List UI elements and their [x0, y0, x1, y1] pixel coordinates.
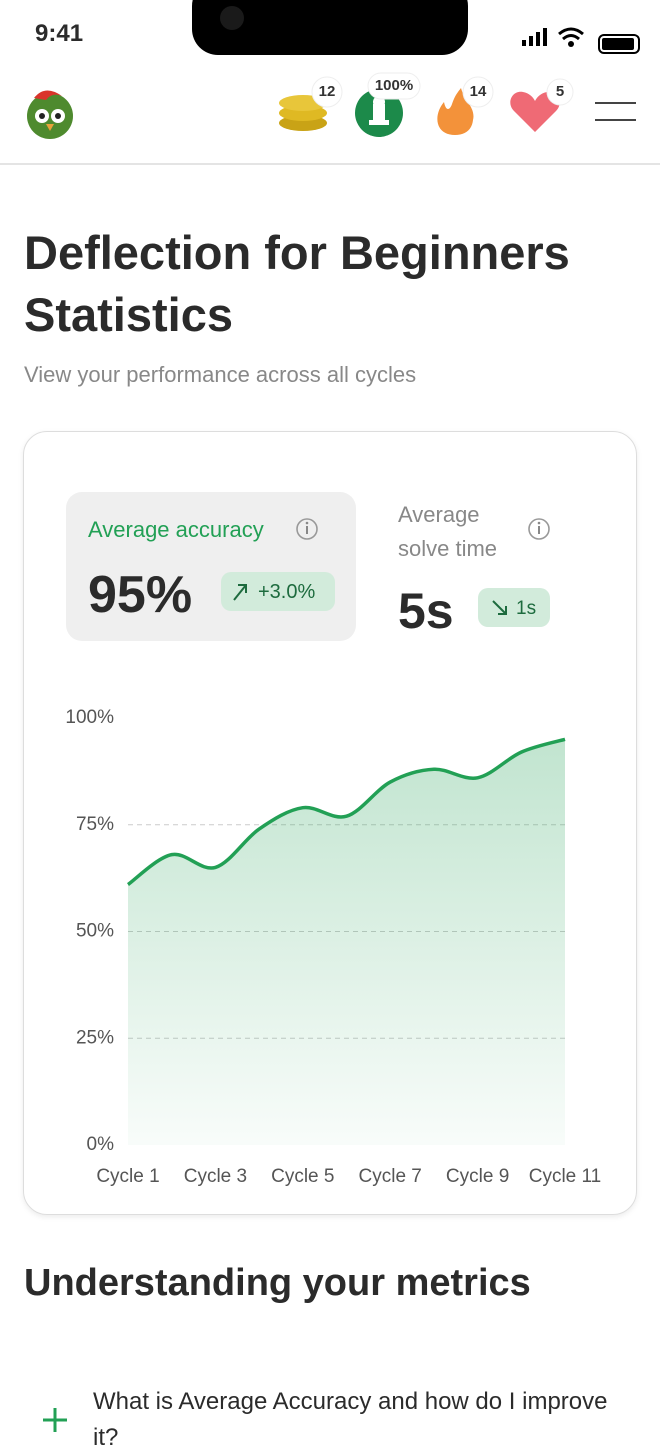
info-icons[interactable] [296, 518, 550, 540]
badge-count: 14 [470, 83, 487, 100]
page-subtitle: View your performance across all cycles [24, 362, 417, 387]
accuracy-box [66, 492, 356, 641]
menu-icon[interactable] [595, 102, 636, 121]
area [128, 739, 565, 1145]
page-title: Deflection for Beginners Statistics [24, 226, 570, 341]
y-tick-label: 0% [87, 1134, 115, 1155]
trend-arrows [233, 584, 507, 615]
change-value: 1s [516, 598, 537, 619]
y-tick-label: 100% [65, 707, 114, 728]
stat-value: 5s [398, 583, 454, 639]
battery-icon [598, 34, 640, 54]
badge [367, 72, 421, 100]
notch [192, 0, 468, 55]
badge [462, 76, 494, 108]
stat-label: Average accuracy [88, 517, 264, 542]
x-tick-label: Cycle 7 [359, 1166, 422, 1187]
badge-count: 12 [319, 83, 336, 100]
heart-icon[interactable] [510, 91, 560, 132]
streak-icon[interactable] [437, 88, 474, 135]
badge-count: 5 [556, 83, 564, 100]
badge [311, 76, 343, 108]
wifi-icon [558, 27, 584, 41]
stat-value: 95% [88, 566, 193, 624]
line [126, 737, 566, 886]
y-tick-label: 75% [76, 814, 114, 835]
signal-icon [522, 28, 547, 46]
coins-icon[interactable] [279, 95, 327, 131]
x-tick-label: Cycle 9 [446, 1166, 509, 1187]
x-tick-label: Cycle 5 [271, 1166, 334, 1187]
camera [220, 6, 244, 30]
badge-count: 100% [375, 77, 413, 94]
header-graphics: 12 100% 14 5 [0, 0, 660, 165]
wifi-dot [568, 41, 574, 47]
status-time: 9:41 [35, 20, 84, 47]
change-value: +3.0% [258, 581, 316, 603]
x-tick-label: Cycle 3 [184, 1166, 247, 1187]
stats-card [23, 431, 637, 1215]
section-title: Understanding your metrics [24, 1262, 531, 1304]
y-tick-label: 25% [76, 1027, 114, 1048]
badge [546, 78, 574, 106]
stat-label: Average solve time [398, 502, 498, 561]
change-pill [478, 588, 550, 627]
x-tick-label: Cycle 1 [96, 1166, 159, 1187]
battery-level [602, 38, 634, 50]
x-tick-label: Cycle 11 [529, 1166, 602, 1187]
plus-icon[interactable] [43, 1408, 67, 1432]
y-tick-label: 50% [76, 921, 114, 942]
logo[interactable] [27, 90, 73, 139]
chess-icon[interactable] [355, 89, 403, 137]
